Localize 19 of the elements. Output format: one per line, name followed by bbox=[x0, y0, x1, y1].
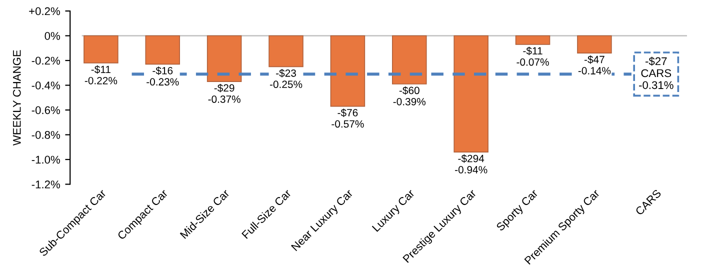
y-tick-label: -0.8% bbox=[32, 131, 60, 139]
data-label: -$294 -0.94% bbox=[455, 154, 488, 174]
data-label: -$11 -0.07% bbox=[516, 46, 549, 66]
ref-line-label: -$27 CARS -0.31% bbox=[639, 56, 674, 90]
y-tick-label: -0.4% bbox=[32, 82, 60, 90]
data-label: -$23 -0.25% bbox=[270, 69, 302, 88]
y-tick-label: +0.2% bbox=[29, 7, 60, 16]
y-axis-title: WEEKLY CHANGE bbox=[12, 50, 21, 146]
data-label: -$16 -0.23% bbox=[146, 66, 179, 86]
data-label: -$76 -0.57% bbox=[332, 108, 364, 128]
y-tick-label: -0.6% bbox=[32, 106, 60, 114]
y-tick-label: -0.2% bbox=[32, 56, 60, 65]
y-tick-label: 0% bbox=[44, 32, 60, 40]
y-tick-label: -1.0% bbox=[32, 156, 60, 164]
data-label: -$11 -0.22% bbox=[84, 65, 118, 84]
data-label: -$47 -0.14% bbox=[578, 55, 611, 74]
y-tick-label: -1.2% bbox=[32, 180, 60, 188]
data-label: -$60 -0.39% bbox=[393, 86, 426, 106]
data-label: -$29 -0.37% bbox=[208, 84, 240, 103]
